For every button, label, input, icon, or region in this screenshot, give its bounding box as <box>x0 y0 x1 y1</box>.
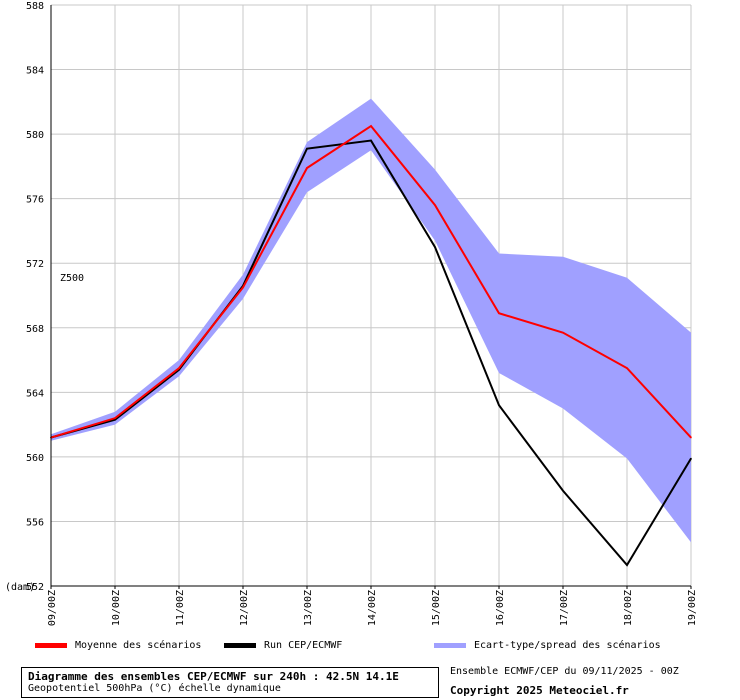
point-mean <box>370 125 372 127</box>
x-tick-label: 10/00Z <box>111 590 122 626</box>
point-run <box>690 457 692 460</box>
x-tick-label: 18/00Z <box>623 590 634 626</box>
point-run <box>626 564 628 566</box>
point-run <box>434 246 436 248</box>
legend-label-spread: Ecart-type/spread des scénarios <box>474 640 661 651</box>
legend-swatch-mean <box>35 643 67 648</box>
legend-swatch-run <box>224 643 256 648</box>
point-mean <box>562 331 564 334</box>
point-mean <box>690 436 692 439</box>
legend-item-mean: Moyenne des scénarios <box>35 640 201 651</box>
point-mean <box>306 167 308 169</box>
chart-title: Diagramme des ensembles CEP/ECMWF sur 24… <box>28 670 399 683</box>
x-tick-label: 16/00Z <box>495 590 506 626</box>
point-mean <box>626 367 628 369</box>
x-tick-label: 12/00Z <box>239 590 250 626</box>
spread-band <box>51 98 691 543</box>
legend-item-spread: Ecart-type/spread des scénarios <box>434 640 661 651</box>
point-run <box>562 489 564 492</box>
y-tick-label: 556 <box>26 517 44 528</box>
chart-subtitle: Geopotentiel 500hPa (°C) échelle dynamiq… <box>28 683 281 694</box>
y-tick-label: 552 <box>26 582 44 593</box>
y-tick-label: 576 <box>26 195 44 206</box>
point-run <box>114 418 116 421</box>
axis-layer: 552 556 560 564 568 572 576 580 584 588 09/00Z 10/0… <box>26 1 698 626</box>
x-tick-label: 15/00Z <box>431 590 442 626</box>
y-tick-label: 572 <box>26 259 44 270</box>
y-tick-label: 584 <box>26 66 44 77</box>
x-tick-label: 09/00Z <box>47 590 58 626</box>
y-tick-label: 560 <box>26 453 44 464</box>
x-tick-label: 11/00Z <box>175 590 186 626</box>
y-tick-label: 564 <box>26 388 44 399</box>
y-axis-unit-label: (dam) <box>5 582 35 593</box>
x-tick-label: 14/00Z <box>367 590 378 626</box>
x-tick-label: 17/00Z <box>559 590 570 626</box>
point-run <box>306 147 308 150</box>
point-mean <box>242 286 244 289</box>
x-tick-label: 13/00Z <box>303 590 314 626</box>
footer-title-box: Diagramme des ensembles CEP/ECMWF sur 24… <box>21 667 439 698</box>
copyright: Copyright 2025 Meteociel.fr <box>450 684 629 697</box>
point-run <box>370 139 372 142</box>
spread-band-layer <box>51 98 691 543</box>
y-tick-label: 588 <box>26 1 44 12</box>
y-tick-label: 580 <box>26 130 44 141</box>
z500-annotation: Z500 <box>60 273 84 284</box>
y-tick-label: 568 <box>26 324 44 335</box>
point-mean <box>114 417 116 419</box>
x-tick-label: 19/00Z <box>687 590 698 626</box>
point-mean <box>434 204 436 206</box>
ensemble-chart: 552 556 560 564 568 572 576 580 584 588 09/00Z 10/0… <box>5 1 698 626</box>
legend-label-mean: Moyenne des scénarios <box>75 640 202 651</box>
run-info: Ensemble ECMWF/CEP du 09/11/2025 - 00Z <box>450 666 679 677</box>
point-run <box>498 404 500 407</box>
point-mean <box>178 367 180 369</box>
legend-label-run: Run CEP/ECMWF <box>264 640 343 651</box>
legend-swatch-spread <box>434 643 466 648</box>
legend-item-run: Run CEP/ECMWF <box>224 640 342 651</box>
point-mean <box>498 312 500 315</box>
